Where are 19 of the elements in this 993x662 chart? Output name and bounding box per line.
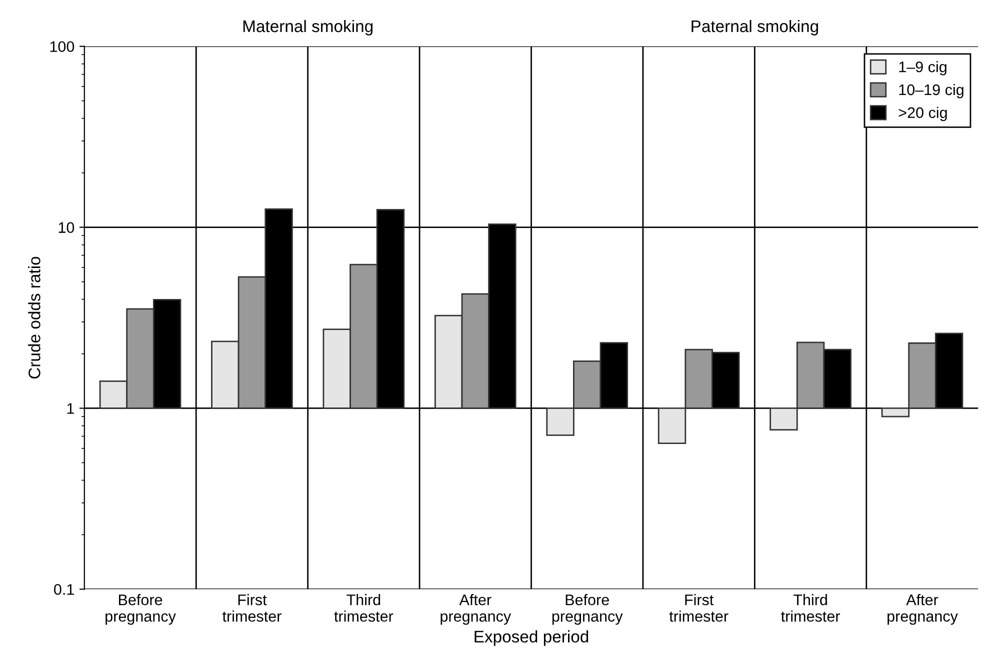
x-tick-label: First trimester <box>669 594 728 622</box>
y-axis-title: Crude odds ratio <box>28 256 40 379</box>
legend-label: >20 cig <box>898 106 947 122</box>
y-tick-label: 1 <box>67 403 74 414</box>
x-tick-label: First trimester <box>222 594 282 622</box>
x-axis-title: Exposed period <box>474 630 588 646</box>
x-tick-label: Third trimester <box>334 594 394 622</box>
legend-label: 1–9 cig <box>899 61 946 76</box>
y-tick-label: 0.1 <box>54 584 74 595</box>
x-tick-label: After pregnancy <box>440 594 512 625</box>
text: Paternal smoking <box>692 20 818 36</box>
y-tick-label: 10 <box>58 222 74 233</box>
x-tick-label: Before pregnancy <box>106 594 176 625</box>
y-tick-label: 100 <box>50 41 74 52</box>
legend-label: 10–19 cig <box>899 84 964 98</box>
x-tick-label: Third trimester <box>781 594 840 622</box>
text: Maternal smoking <box>243 20 373 36</box>
x-tick-label: After pregnancy <box>888 594 958 625</box>
x-tick-label: Before pregnancy <box>552 594 623 625</box>
